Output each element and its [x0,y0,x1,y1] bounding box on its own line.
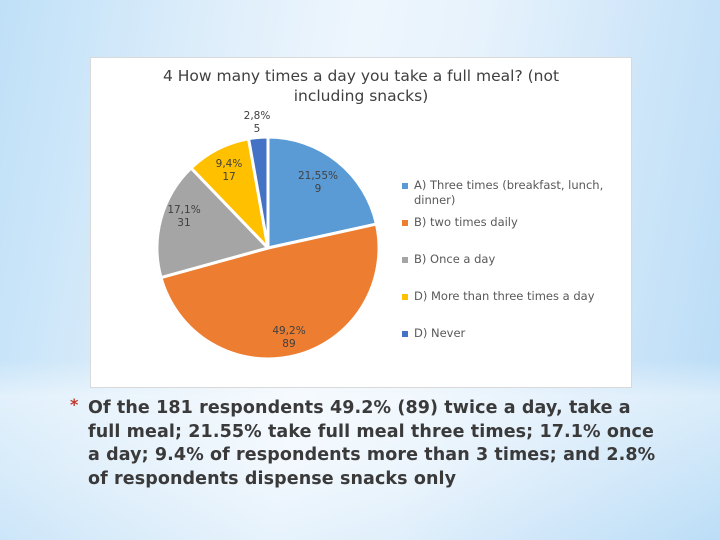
pie-slice [155,166,270,280]
pie-chart [155,135,381,361]
legend-swatch-icon [402,257,408,263]
chart-title: 4 How many times a day you take a full m… [162,67,560,105]
legend-swatch-icon [402,220,408,226]
legend-swatch-icon [402,294,408,300]
data-label-threetimes: 21,55% 9 [297,170,339,195]
data-label-twotimes: 49,2% 89 [272,325,306,350]
legend-item-once: B) Once a day [402,252,495,267]
legend-item-never: D) Never [402,326,465,341]
bullet-icon: * [70,395,79,414]
pie-slice [247,135,270,250]
legend-swatch-icon [402,331,408,337]
chart-frame: 4 How many times a day you take a full m… [90,57,632,388]
legend-item-twotimes: B) two times daily [402,215,518,230]
data-label-morethanthree: 9,4% 17 [215,158,243,183]
pie-slice [266,135,378,250]
legend-item-morethanthree: D) More than three times a day [402,289,595,304]
background-band [0,360,720,540]
data-label-never: 2,8% 5 [243,110,271,135]
legend-item-threetimes: A) Three times (breakfast, lunch, dinner… [402,178,604,208]
legend-swatch-icon [402,183,408,189]
summary-caption: Of the 181 respondents 49.2% (89) twice … [88,398,656,489]
pie-slice [159,222,381,361]
data-label-once: 17,1% 31 [167,204,201,229]
